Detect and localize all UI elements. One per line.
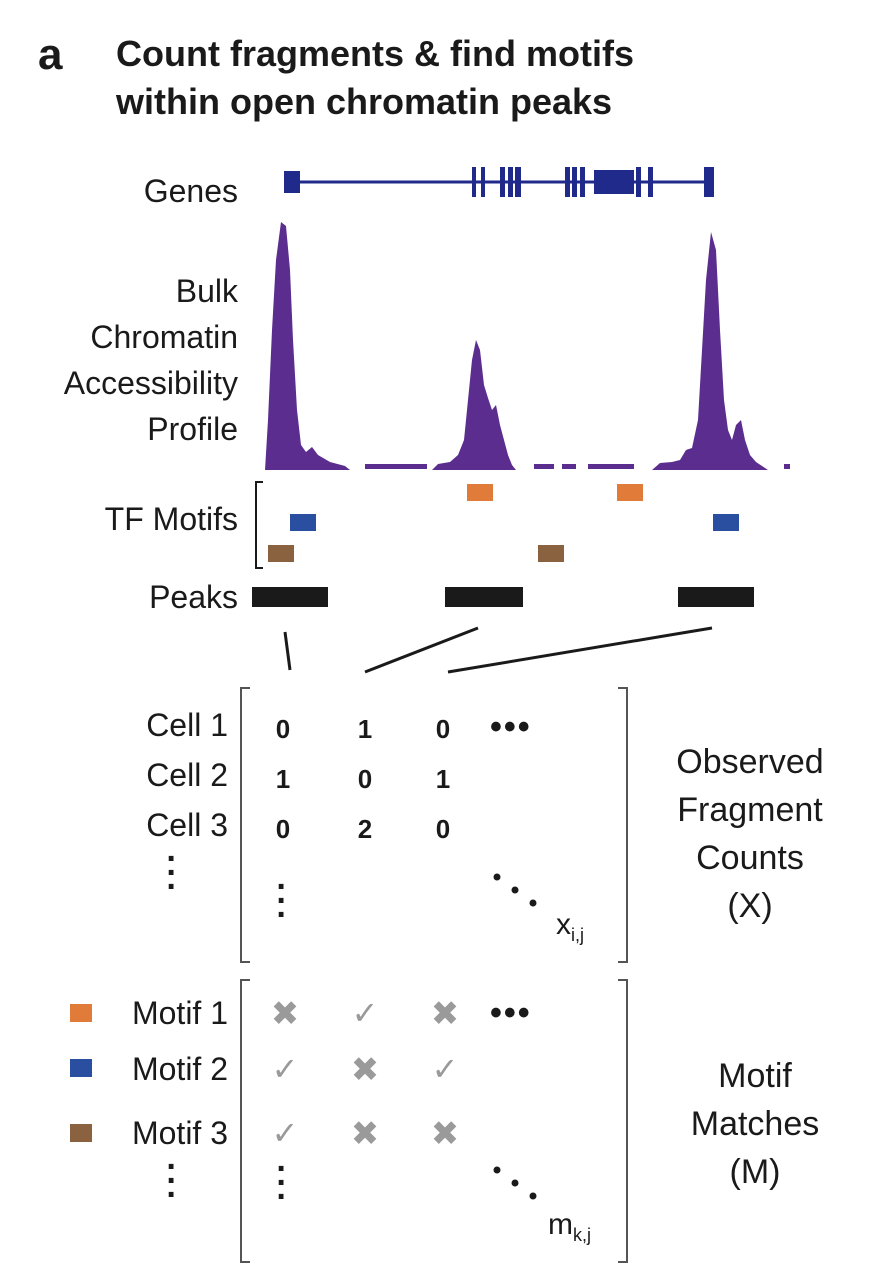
tf-motif-bracket [255,481,263,569]
peak-2 [445,587,523,607]
matrix-m-right-bracket [618,979,628,1263]
matrix-x-right-bracket [618,687,628,963]
panel-letter: a [38,30,63,79]
motif-1-site [467,484,493,501]
matrix-x-label-line: (X) [727,887,773,925]
row-label-vertical-ellipsis: · · · [166,840,178,906]
row-ellipsis: ••• [490,994,532,1032]
peak-3-connector [447,626,713,674]
check-mark-icon: ✓ [271,1051,299,1087]
matrix-m-diagonal-dots [493,1166,537,1200]
cross-mark-icon: ✖ [430,1115,460,1153]
motif-3-site [538,545,564,562]
matrix-x-cell: 0 [435,714,451,744]
motif-row-label: Motif 1 [131,995,228,1031]
motif-1-site [617,484,643,501]
cell-row-label: Cell 2 [146,757,228,793]
check-mark-icon: ✓ [351,995,379,1031]
matrix-x-cell: 1 [275,764,291,794]
matrix-x-cell: 1 [435,764,451,794]
element-subscript: k,j [573,1225,591,1245]
motif-2-site [290,514,316,531]
peak-2-connector [364,626,479,674]
title-line-1: Count fragments & find motifs [116,33,634,74]
matrix-x-cell: 1 [357,714,373,744]
element-base: m [548,1208,573,1241]
cross-mark-icon: ✖ [350,1051,380,1089]
accessibility-profile [265,222,790,470]
matrix-x-left-bracket [240,687,250,963]
row-ellipsis: ••• [490,708,532,746]
motif-2-site [713,514,739,531]
peaks-track-label: Peaks [149,579,238,615]
matrix-x-cell: 2 [357,814,373,844]
matrix-x-label-line: Observed [676,743,824,781]
matrix-x-element: xi,j [556,908,584,946]
peak-1 [252,587,328,607]
matrix-x-label: Observed Fragment Counts (X) [640,738,860,930]
motif-2-swatch [70,1059,92,1077]
motif-row-label: Motif 3 [131,1115,228,1151]
title-line-2: within open chromatin peaks [116,81,613,122]
panel-title: Count fragments & find motifs within ope… [116,30,634,126]
peak-3 [678,587,754,607]
matrix-x-cell: 0 [435,814,451,844]
motif-row-label: Motif 2 [131,1051,228,1087]
profile-track-label: Bulk Chromatin Accessibility Profile [64,268,238,452]
motif-1-swatch [70,1004,92,1022]
matrix-x-cell: 0 [357,764,373,794]
cross-mark-icon: ✖ [350,1115,380,1153]
cell-row-label: Cell 1 [146,707,228,743]
matrix-m-left-bracket [240,979,250,1263]
matrix-x-cell: 0 [275,714,291,744]
profile-label-line: Chromatin [90,319,238,355]
matrix-x-diagonal-dots [493,873,537,907]
check-mark-icon: ✓ [431,1051,459,1087]
gene-model [284,167,714,197]
genes-track-label: Genes [143,173,238,209]
column-vertical-ellipsis: · · · [276,868,288,934]
matrix-m-label-line: Matches [690,1105,820,1143]
peak-1-connector [283,631,292,671]
matrix-m-label: Motif Matches (M) [650,1052,860,1196]
check-mark-icon: ✓ [271,1115,299,1151]
element-subscript: i,j [571,925,584,945]
matrix-x-label-line: Fragment [677,791,823,829]
profile-label-line: Accessibility [63,365,238,401]
motif-3-site [268,545,294,562]
matrix-m-element: mk,j [548,1208,591,1246]
cell-row-label: Cell 3 [146,807,228,843]
matrix-x-label-line: Counts [696,839,804,877]
cross-mark-icon: ✖ [430,995,460,1033]
profile-label-line: Profile [147,411,238,447]
matrix-m-label-line: (M) [729,1153,781,1191]
matrix-x-cell: 0 [275,814,291,844]
row-label-vertical-ellipsis: · · · [166,1148,178,1214]
column-vertical-ellipsis: · · · [276,1150,288,1216]
motif-3-swatch [70,1124,92,1142]
cross-mark-icon: ✖ [270,995,300,1033]
matrix-m-label-line: Motif [718,1057,792,1095]
profile-label-line: Bulk [175,273,238,309]
element-base: x [556,908,571,941]
tf-motifs-track-label: TF Motifs [104,501,238,537]
